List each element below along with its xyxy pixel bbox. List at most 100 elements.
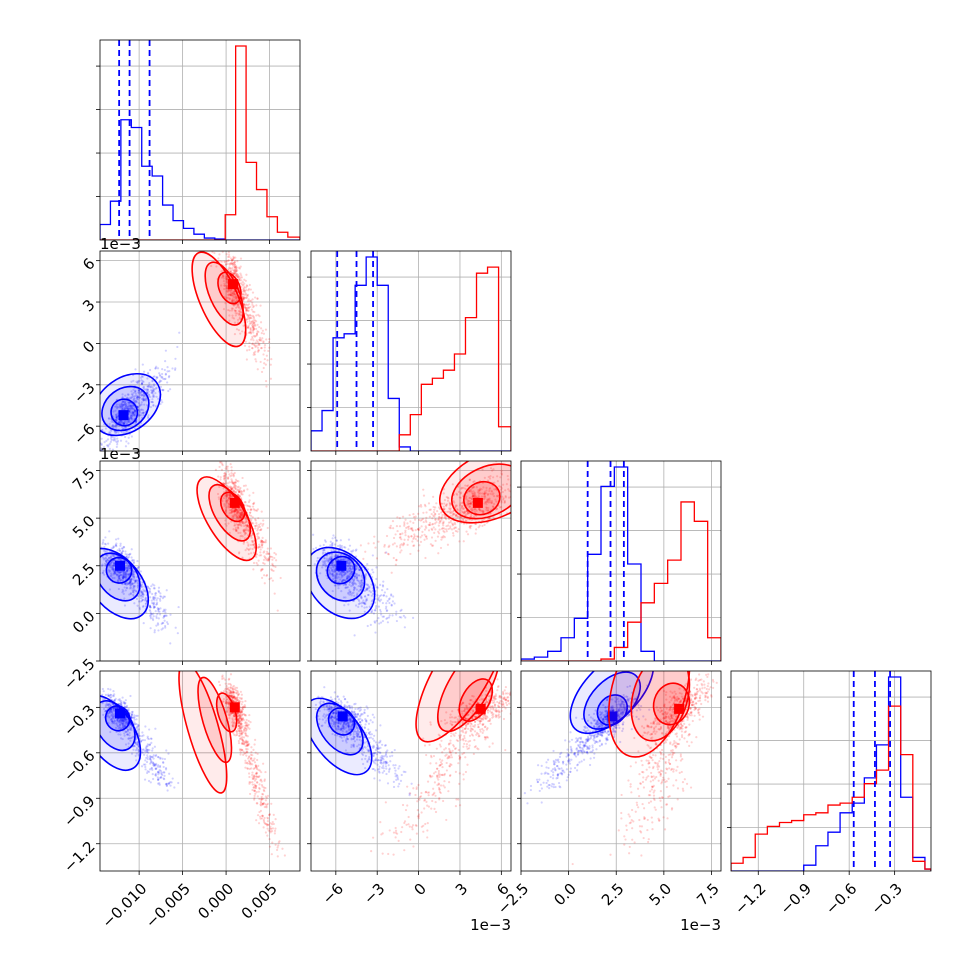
sample-point xyxy=(115,418,118,421)
sample-point xyxy=(133,582,136,585)
sample-point xyxy=(111,720,115,723)
sample-point xyxy=(131,558,134,562)
sample-point xyxy=(448,502,451,505)
sample-point xyxy=(228,297,231,300)
sample-point xyxy=(109,730,112,734)
sample-point xyxy=(134,581,137,584)
sample-point xyxy=(240,511,243,514)
sample-point xyxy=(228,509,232,512)
sample-point xyxy=(237,480,240,483)
sample-point xyxy=(153,606,156,609)
sample-point xyxy=(237,490,241,493)
sample-point xyxy=(444,516,447,520)
sample-point xyxy=(133,413,136,416)
sample-point xyxy=(120,421,123,425)
sample-point xyxy=(388,597,391,600)
sample-point xyxy=(123,407,127,410)
sample-point xyxy=(101,571,105,574)
sample-point xyxy=(121,718,124,722)
sample-point xyxy=(252,326,256,330)
sample-point xyxy=(120,551,123,555)
sample-point xyxy=(241,520,244,523)
sample-point xyxy=(253,310,256,314)
sample-point xyxy=(127,407,130,410)
x-tick-label: −1.2 xyxy=(731,880,769,918)
sample-point xyxy=(239,531,242,534)
sample-point xyxy=(150,400,154,404)
sample-point xyxy=(328,571,332,575)
sample-point xyxy=(395,610,398,613)
sample-point xyxy=(232,292,236,295)
sample-point xyxy=(235,515,239,519)
sample-point xyxy=(136,395,139,399)
sample-point xyxy=(134,579,137,582)
sample-point xyxy=(497,495,500,498)
sample-point xyxy=(102,549,105,552)
sample-point xyxy=(118,549,122,553)
sample-point xyxy=(431,522,435,526)
sample-point xyxy=(151,583,154,586)
sample-point xyxy=(237,515,240,518)
x-tick-label: 0.005 xyxy=(238,880,281,923)
sample-point xyxy=(233,272,237,275)
sample-point xyxy=(119,702,122,705)
sample-point xyxy=(116,406,120,409)
sample-point xyxy=(124,420,127,423)
sample-point xyxy=(148,758,152,761)
sample-point xyxy=(247,326,250,329)
sample-point xyxy=(146,754,149,757)
sample-point xyxy=(140,382,144,385)
sample-point xyxy=(226,499,229,502)
sample-point xyxy=(149,627,152,630)
sample-point xyxy=(230,487,233,491)
sample-point xyxy=(401,532,404,535)
sample-point xyxy=(312,547,315,551)
sample-point xyxy=(120,404,124,407)
sample-point xyxy=(440,516,443,519)
sample-point xyxy=(500,487,503,490)
sample-point xyxy=(153,601,156,604)
sample-point xyxy=(239,515,242,518)
sample-point xyxy=(262,541,265,544)
sample-point xyxy=(234,487,237,490)
sample-point xyxy=(128,419,131,422)
sample-point xyxy=(130,556,133,559)
sample-point xyxy=(128,408,132,411)
sample-point xyxy=(240,510,243,514)
contour xyxy=(451,463,511,520)
sample-point xyxy=(349,567,352,571)
sample-point xyxy=(475,486,478,489)
sample-point xyxy=(264,363,267,366)
sample-point xyxy=(478,508,481,511)
sample-point xyxy=(148,587,152,591)
sample-point xyxy=(337,587,340,590)
sample-point xyxy=(264,539,267,542)
sample-point xyxy=(124,582,127,585)
sample-point xyxy=(508,489,511,492)
sample-point xyxy=(245,284,248,287)
sample-point xyxy=(442,534,445,538)
sample-point xyxy=(391,543,395,546)
sample-point xyxy=(222,279,226,283)
sample-point xyxy=(103,546,106,549)
sample-point xyxy=(126,733,130,736)
sample-point xyxy=(244,484,247,487)
sample-point xyxy=(262,340,265,343)
sample-point xyxy=(159,764,162,768)
sample-point xyxy=(122,570,125,573)
sample-point xyxy=(225,465,228,469)
sample-point xyxy=(111,424,115,427)
sample-point xyxy=(112,695,115,698)
sample-point xyxy=(137,389,141,392)
sample-point xyxy=(267,552,270,555)
sample-point xyxy=(133,744,136,748)
sample-point xyxy=(155,603,158,606)
sample-point xyxy=(162,595,165,598)
sample-point xyxy=(123,604,127,607)
sample-point xyxy=(103,542,107,545)
sample-point xyxy=(121,407,124,410)
sample-point xyxy=(100,448,103,451)
sample-point xyxy=(474,532,477,535)
sample-point xyxy=(244,306,247,309)
sample-point xyxy=(470,514,473,517)
